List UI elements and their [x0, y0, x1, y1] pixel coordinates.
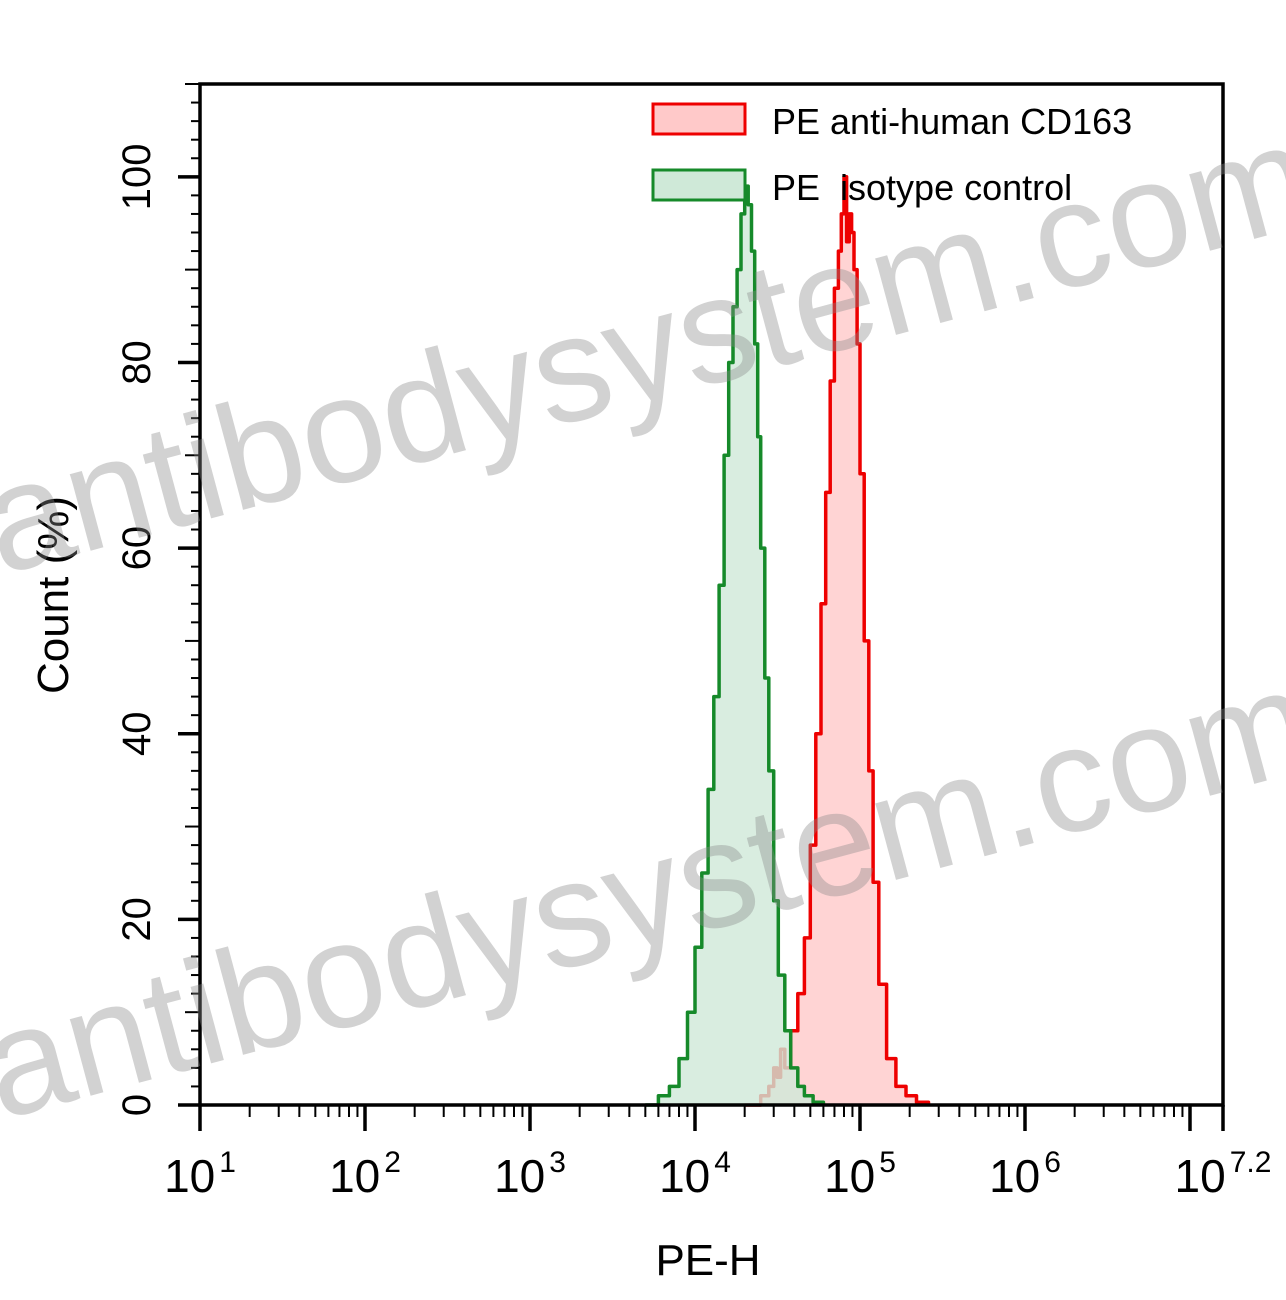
x-tick-label: 10 2	[329, 1146, 401, 1202]
legend-label-isotype: PE isotype control	[772, 167, 1072, 208]
legend-label-cd163: PE anti-human CD163	[772, 101, 1132, 142]
y-axis-title: Count (%)	[29, 496, 78, 694]
x-axis-title: PE-H	[655, 1236, 760, 1285]
x-tick-label: 10 7.2	[1175, 1146, 1272, 1202]
y-tick-label: 20	[115, 897, 159, 942]
y-tick-label: 80	[115, 340, 159, 385]
x-tick-label: 10 4	[659, 1146, 731, 1202]
plot-frame	[198, 82, 1225, 1107]
y-tick-label: 100	[115, 143, 159, 210]
y-axis-ticks: 0 20 40 60 80 100	[115, 83, 200, 1116]
series-area-cd163	[744, 176, 929, 1106]
legend: PE anti-human CD163 PE isotype control	[651, 101, 1132, 208]
x-tick-label: 10 1	[164, 1146, 236, 1202]
y-tick-label: 0	[115, 1094, 159, 1116]
legend-swatch-cd163	[651, 102, 747, 136]
watermark-text-lower: antibodysystem.com	[0, 635, 1286, 1151]
axes-layer	[198, 82, 1225, 1107]
y-tick-label: 40	[115, 711, 159, 756]
x-tick-label: 10 3	[494, 1146, 566, 1202]
watermark-text-upper: antibodysystem.com	[0, 90, 1286, 606]
x-tick-label: 10 6	[989, 1146, 1061, 1202]
legend-swatch-isotype	[651, 168, 747, 202]
x-axis-ticks: 10 1 10 2 10 3 10 4 10 5 10 6 10 7.2	[164, 1105, 1271, 1202]
x-tick-label: 10 5	[824, 1146, 896, 1202]
y-tick-label: 60	[115, 526, 159, 571]
watermark: antibodysystem.com antibodysystem.com	[0, 90, 1286, 1151]
series-area-isotype	[645, 186, 824, 1106]
